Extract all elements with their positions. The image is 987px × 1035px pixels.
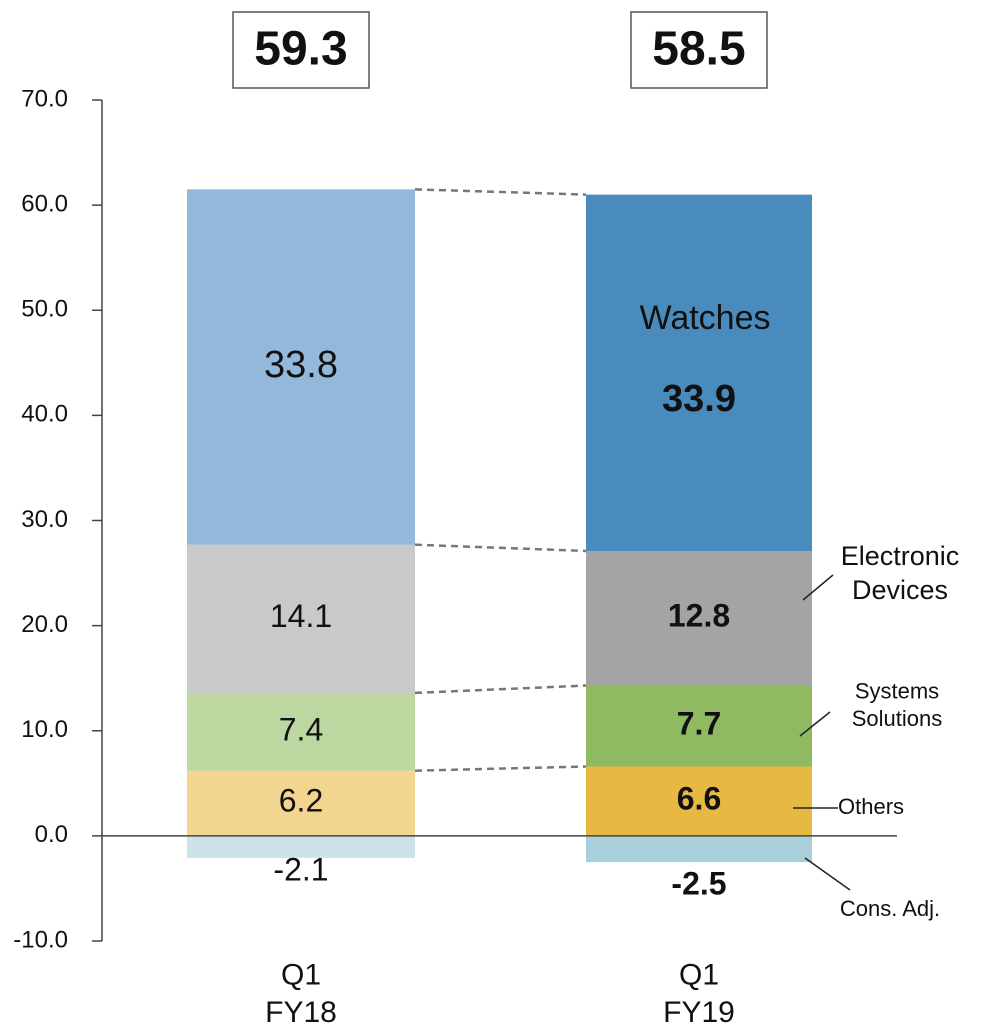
series-label: Others — [838, 794, 904, 819]
connector — [414, 765, 587, 772]
total-label: 58.5 — [652, 23, 745, 76]
value-label: 7.7 — [677, 705, 721, 741]
x-tick-label: Q1 FY18 — [265, 958, 337, 1029]
bar-segment — [187, 835, 415, 858]
value-label: 33.8 — [264, 344, 338, 386]
value-label: 6.6 — [677, 781, 721, 817]
y-tick-label: 60.0 — [21, 190, 68, 217]
bar-segment — [586, 685, 812, 767]
bar-segment — [187, 189, 415, 545]
y-tick-label: 20.0 — [21, 611, 68, 638]
series-label: Systems Solutions — [852, 678, 943, 731]
total-label: 59.3 — [254, 23, 347, 76]
connector — [414, 188, 587, 196]
x-tick-label: Q1 FY19 — [663, 958, 735, 1029]
value-label: 6.2 — [279, 783, 323, 819]
leader-line — [799, 711, 831, 737]
bar-segment — [187, 544, 415, 693]
y-tick-label: 10.0 — [21, 716, 68, 743]
series-label: Electronic Devices — [841, 541, 960, 605]
bar-segment — [187, 770, 415, 836]
value-label: -2.1 — [273, 851, 328, 887]
y-tick-label: 30.0 — [21, 506, 68, 533]
series-label: Watches — [639, 299, 770, 337]
bar-segment — [586, 194, 812, 551]
y-tick-label: 70.0 — [21, 85, 68, 112]
bar-segment — [586, 766, 812, 836]
leader-line — [802, 574, 834, 601]
total-box — [232, 11, 370, 89]
leader-line — [804, 857, 851, 891]
bar-segment — [586, 550, 812, 686]
total-box — [630, 11, 768, 89]
y-tick-label: 0.0 — [35, 821, 68, 848]
y-tick-label: 50.0 — [21, 296, 68, 323]
connector — [414, 543, 587, 553]
bar-segment — [586, 835, 812, 863]
series-label: Cons. Adj. — [840, 896, 940, 921]
value-label: 14.1 — [270, 598, 332, 634]
y-tick-label: -10.0 — [13, 926, 68, 953]
y-tick-label: 40.0 — [21, 401, 68, 428]
connector — [414, 684, 587, 695]
value-label: -2.5 — [671, 866, 726, 902]
value-label: 12.8 — [668, 598, 730, 634]
bar-segment — [187, 692, 415, 771]
value-label: 7.4 — [279, 711, 323, 747]
value-label: 33.9 — [662, 378, 736, 420]
